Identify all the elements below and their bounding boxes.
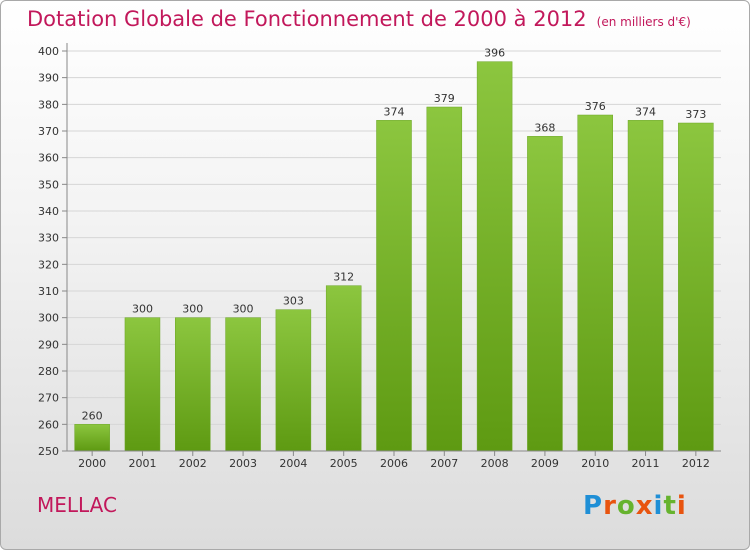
y-tick-label: 250 — [38, 445, 59, 458]
y-tick-label: 310 — [38, 285, 59, 298]
proxiti-logo: Proxiti — [583, 491, 687, 521]
unit-label: (en milliers d'€) — [596, 15, 691, 29]
logo-letter: t — [663, 491, 677, 521]
value-label: 376 — [585, 100, 606, 113]
value-label: 379 — [434, 92, 455, 105]
axes — [66, 43, 721, 452]
x-axis-ticks: 2000 2001 2002 2003 2004 2005 2006 2007 2008 2009… — [78, 451, 710, 470]
bars — [74, 61, 714, 452]
logo-letter: P — [583, 491, 604, 521]
x-tick-label: 2000 — [78, 457, 106, 470]
bar — [225, 317, 261, 452]
y-tick-label: 350 — [38, 178, 59, 191]
x-tick-label: 2007 — [430, 457, 458, 470]
bar — [476, 61, 513, 452]
y-tick-label: 370 — [38, 125, 59, 138]
y-tick-label: 300 — [38, 312, 59, 325]
bar — [175, 317, 211, 452]
y-tick-label: 280 — [38, 365, 59, 378]
value-label: 374 — [384, 105, 405, 118]
commune-name: MELLAC — [37, 493, 117, 517]
y-tick-label: 400 — [38, 45, 59, 58]
y-tick-label: 260 — [38, 418, 59, 431]
value-label: 373 — [685, 108, 706, 121]
logo-letter: i — [676, 491, 687, 521]
y-tick-label: 340 — [38, 205, 59, 218]
x-tick-label: 2009 — [531, 457, 559, 470]
bar — [74, 424, 110, 452]
y-tick-label: 290 — [38, 338, 59, 351]
x-tick-label: 2011 — [632, 457, 660, 470]
bar — [527, 136, 563, 452]
bar — [577, 114, 613, 452]
bar — [376, 120, 412, 452]
x-tick-label: 2004 — [279, 457, 307, 470]
value-label: 300 — [182, 303, 203, 316]
bar — [275, 309, 312, 452]
logo-letter: i — [653, 491, 664, 521]
x-tick-label: 2008 — [481, 457, 509, 470]
bar — [678, 122, 714, 452]
value-labels: 260 300 300 300 303 312 374 379 396 368 376 374 373 — [82, 47, 707, 423]
y-tick-label: 390 — [38, 72, 59, 85]
value-label: 396 — [484, 47, 505, 60]
bar — [325, 285, 362, 452]
x-tick-label: 2006 — [380, 457, 408, 470]
y-tick-label: 320 — [38, 258, 59, 271]
x-tick-label: 2010 — [581, 457, 609, 470]
value-label: 312 — [333, 271, 354, 284]
logo-letter: x — [635, 491, 654, 521]
chart-title: Dotation Globale de Fonctionnement de 20… — [27, 7, 691, 31]
value-label: 368 — [534, 121, 555, 134]
value-label: 303 — [283, 295, 304, 308]
value-label: 260 — [82, 409, 103, 422]
y-tick-label: 380 — [38, 98, 59, 111]
logo-letter: o — [616, 491, 636, 521]
value-label: 300 — [233, 303, 254, 316]
x-tick-label: 2001 — [128, 457, 156, 470]
x-tick-label: 2002 — [179, 457, 207, 470]
y-tick-label: 360 — [38, 152, 59, 165]
y-axis-ticks: 250 260 270 280 290 300 310 320 330 340 350 360 370 3… — [38, 45, 67, 458]
x-tick-label: 2003 — [229, 457, 257, 470]
y-tick-label: 270 — [38, 392, 59, 405]
value-label: 300 — [132, 303, 153, 316]
bar — [627, 120, 664, 452]
x-tick-label: 2005 — [330, 457, 358, 470]
x-tick-label: 2012 — [682, 457, 710, 470]
title-text: Dotation Globale de Fonctionnement de 20… — [27, 7, 587, 31]
y-tick-label: 330 — [38, 232, 59, 245]
bar — [426, 106, 463, 452]
logo-letter: r — [603, 491, 617, 521]
bar — [124, 317, 161, 452]
value-label: 374 — [635, 105, 656, 118]
